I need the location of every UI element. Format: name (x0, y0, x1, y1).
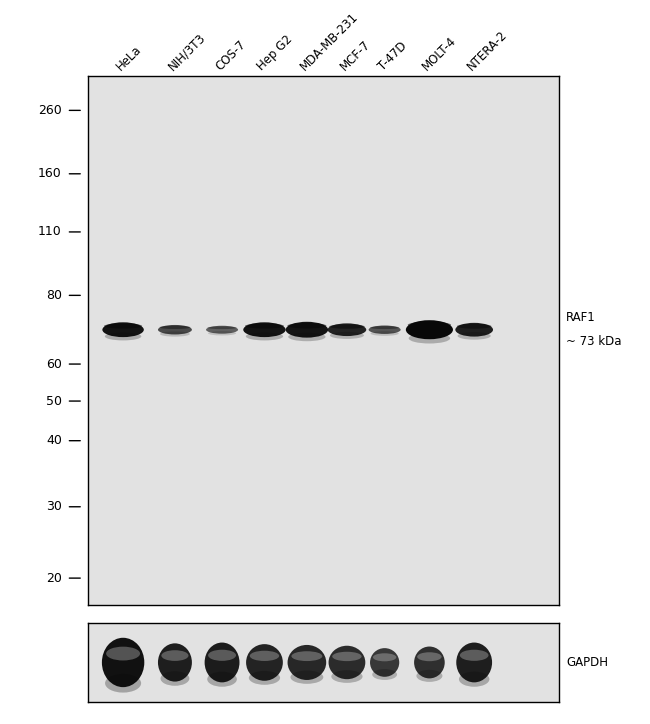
Text: 20: 20 (46, 572, 62, 584)
Text: 160: 160 (38, 167, 62, 180)
Ellipse shape (246, 644, 283, 681)
Ellipse shape (288, 332, 326, 341)
Ellipse shape (161, 650, 188, 661)
Ellipse shape (105, 674, 141, 693)
Ellipse shape (208, 331, 236, 335)
Ellipse shape (409, 333, 450, 343)
Ellipse shape (417, 652, 441, 661)
Ellipse shape (205, 643, 239, 682)
Ellipse shape (287, 323, 326, 329)
Text: NIH/3T3: NIH/3T3 (166, 31, 208, 73)
Text: ~ 73 kDa: ~ 73 kDa (566, 335, 621, 348)
Ellipse shape (287, 645, 326, 680)
Ellipse shape (291, 652, 322, 661)
Text: T-47D: T-47D (376, 40, 409, 73)
Ellipse shape (105, 332, 141, 340)
Ellipse shape (456, 643, 492, 682)
Text: 40: 40 (46, 434, 62, 447)
Ellipse shape (455, 323, 493, 337)
Ellipse shape (370, 326, 399, 329)
Ellipse shape (460, 649, 489, 661)
Text: MOLT-4: MOLT-4 (420, 34, 460, 73)
Ellipse shape (208, 649, 236, 661)
Ellipse shape (417, 670, 443, 682)
Text: 110: 110 (38, 225, 62, 238)
Text: RAF1: RAF1 (566, 311, 596, 324)
Text: 260: 260 (38, 104, 62, 117)
Ellipse shape (106, 647, 140, 660)
Ellipse shape (160, 332, 190, 337)
Ellipse shape (102, 322, 144, 337)
Ellipse shape (102, 638, 144, 687)
Ellipse shape (328, 324, 366, 336)
Text: HeLa: HeLa (114, 43, 144, 73)
Ellipse shape (332, 652, 361, 661)
Text: COS-7: COS-7 (213, 38, 248, 73)
Ellipse shape (458, 332, 491, 340)
Text: NTERA-2: NTERA-2 (465, 28, 510, 73)
Ellipse shape (207, 672, 237, 687)
Ellipse shape (250, 651, 279, 661)
Text: 80: 80 (46, 289, 62, 302)
Ellipse shape (370, 331, 398, 336)
Ellipse shape (373, 653, 396, 661)
Text: Hep G2: Hep G2 (255, 33, 296, 73)
Text: GAPDH: GAPDH (566, 656, 608, 669)
Text: MCF-7: MCF-7 (338, 38, 373, 73)
Ellipse shape (245, 324, 284, 329)
Ellipse shape (158, 325, 192, 334)
Ellipse shape (104, 324, 142, 329)
Ellipse shape (159, 326, 190, 329)
Text: MDA-MB-231: MDA-MB-231 (298, 10, 361, 73)
Ellipse shape (158, 644, 192, 681)
Ellipse shape (249, 671, 280, 685)
Ellipse shape (161, 671, 189, 686)
Text: 30: 30 (46, 500, 62, 513)
Ellipse shape (243, 322, 286, 337)
Text: 60: 60 (46, 358, 62, 371)
Ellipse shape (457, 324, 491, 329)
Ellipse shape (414, 647, 445, 678)
Ellipse shape (330, 332, 364, 339)
Ellipse shape (408, 321, 451, 328)
Ellipse shape (329, 324, 365, 329)
Ellipse shape (406, 320, 453, 340)
Ellipse shape (207, 327, 237, 329)
Ellipse shape (459, 672, 489, 687)
Ellipse shape (369, 326, 400, 334)
Ellipse shape (370, 648, 399, 677)
Ellipse shape (206, 326, 238, 334)
Ellipse shape (291, 670, 323, 684)
Ellipse shape (328, 646, 365, 679)
Ellipse shape (246, 332, 283, 340)
Text: 50: 50 (46, 395, 62, 408)
Ellipse shape (286, 321, 328, 337)
Ellipse shape (372, 669, 397, 680)
Ellipse shape (332, 670, 363, 683)
